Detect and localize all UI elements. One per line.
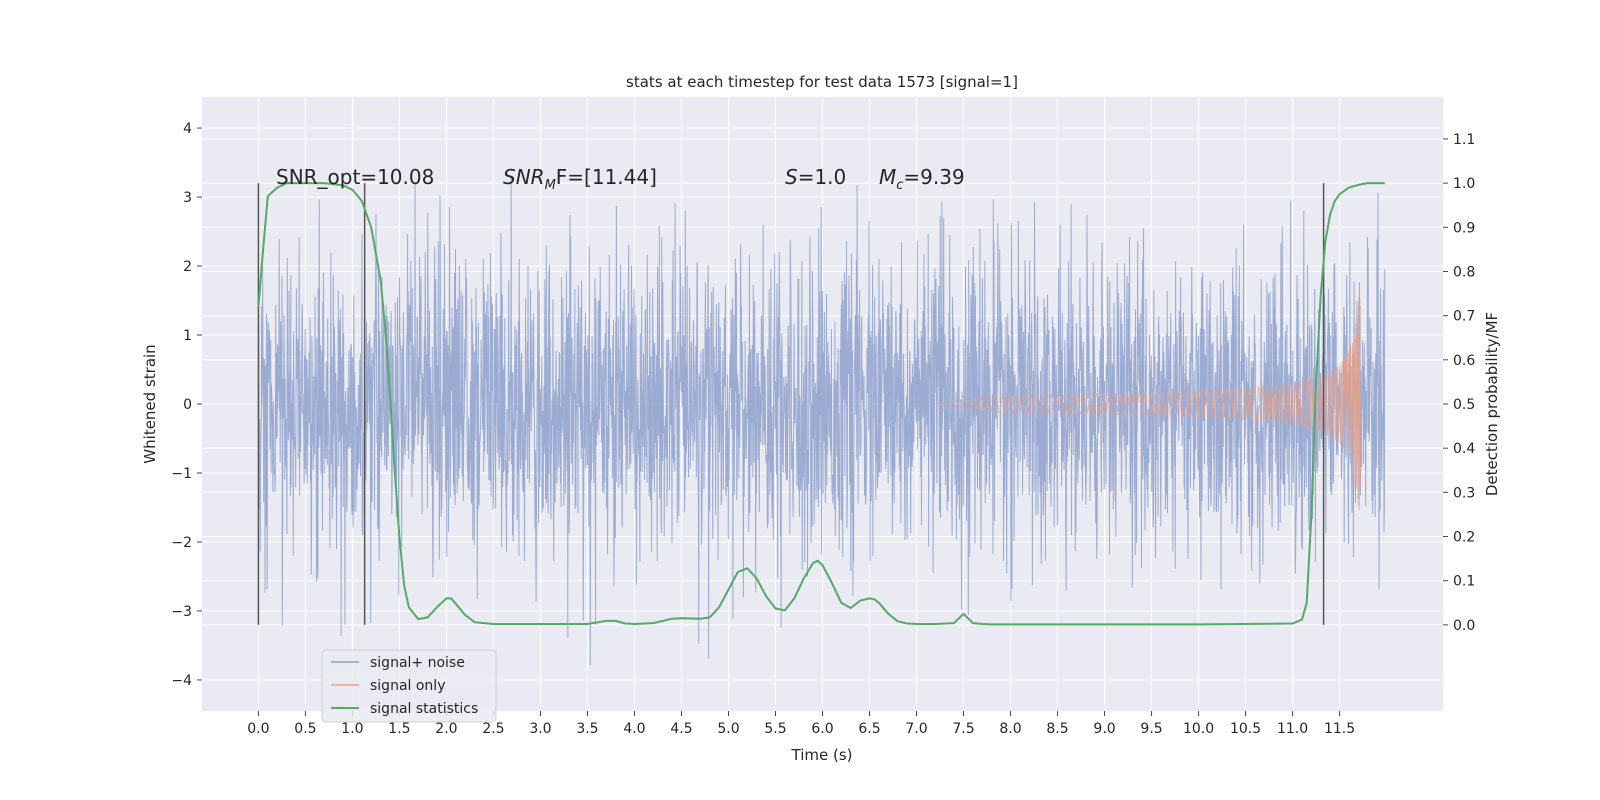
x-tick-label: 0.5 [294,721,316,737]
y-tick-label: 2 [183,259,192,275]
y2-tick-label: 0.2 [1453,530,1475,546]
y-tick-label: 4 [183,121,192,137]
snr-mf-rest: F=[11.44] [556,165,657,189]
legend-label-signal-statistics: signal statistics [370,701,478,717]
x-tick-label: 9.0 [1093,721,1115,737]
legend-label-signal-plus-noise: signal+ noise [370,655,465,671]
signal-statistics-series [257,182,1385,626]
x-tick-label: 5.5 [764,721,786,737]
snr-mf-annotation: SNRMF=[11.44] [503,165,657,193]
chart-title: stats at each timestep for test data 157… [626,73,1018,91]
s-val: =1.0 [798,165,847,189]
y2-tick-label: 0.0 [1453,618,1475,634]
snr-mf-prefix: SNR [503,165,545,189]
signal-plus-noise-line [257,176,1386,666]
s-annotation: S=1.0 [785,165,846,189]
x-tick-label: 1.0 [341,721,363,737]
x-tick-label: 4.5 [670,721,692,737]
y2-tick-label: 0.1 [1453,574,1475,590]
x-tick-label: 0.0 [247,721,269,737]
y2-tick-label: 0.3 [1453,485,1475,501]
x-tick-label: 8.0 [999,721,1021,737]
axis-ticks: 0.0 0.5 1.0 1.5 2.0 2.5 3.0 3.5 4.0 4.5 5.0 5.5 6.0 6… [171,121,1475,737]
x-tick-label: 1.5 [388,721,410,737]
y2-tick-label: 0.6 [1453,353,1475,369]
y2-tick-label: 0.4 [1453,441,1475,457]
y2-tick-label: 0.9 [1453,220,1475,236]
y-tick-label: −2 [171,535,192,551]
x-tick-label: 7.0 [905,721,927,737]
mc-val: =9.39 [903,165,964,189]
x-tick-label: 9.5 [1140,721,1162,737]
x-tick-label: 3.0 [529,721,551,737]
x-tick-label: 2.5 [482,721,504,737]
y-tick-label: −4 [171,673,192,689]
x-tick-label: 5.0 [717,721,739,737]
x-tick-label: 4.0 [623,721,645,737]
mc-annotation: Mc=9.39 [879,165,965,193]
x-tick-label: 2.0 [435,721,457,737]
x-tick-label: 6.5 [858,721,880,737]
x-tick-label: 10.0 [1183,721,1214,737]
x-tick-label: 7.5 [952,721,974,737]
y2-tick-label: 1.0 [1453,176,1475,192]
snr-mf-sub: M [545,178,556,193]
legend: signal+ noise signal only signal statist… [321,649,497,723]
y-tick-label: 3 [183,190,192,206]
x-tick-label: 6.0 [811,721,833,737]
x-tick-label: 11.0 [1277,721,1308,737]
signal-only-line [935,297,1361,511]
y-axis-label: Whitened strain [141,344,159,463]
x-tick-label: 10.5 [1230,721,1261,737]
x-axis-label: Time (s) [791,746,853,764]
signal-statistics-line [257,182,1385,626]
mc-sub: c [896,178,903,193]
legend-label-signal-only: signal only [370,678,445,694]
signal-only-series [935,297,1361,511]
y2-tick-label: 0.8 [1453,264,1475,280]
y-tick-label: −1 [171,466,192,482]
x-tick-label: 3.5 [576,721,598,737]
mc-var: M [879,165,896,189]
s-var: S [785,165,798,189]
grid-lines [202,97,1443,711]
y-tick-label: −3 [171,604,192,620]
snr-opt-annotation: SNR_opt=10.08 [276,165,434,189]
signal-plus-noise-series [257,176,1386,666]
y-tick-label: 1 [183,328,192,344]
legend-box [321,649,497,723]
y2-tick-label: 0.5 [1453,397,1475,413]
y2-tick-label: 0.7 [1453,309,1475,325]
x-tick-label: 11.5 [1324,721,1355,737]
y2-axis-label: Detection probability/MF [1483,312,1501,496]
x-tick-label: 8.5 [1046,721,1068,737]
y-tick-label: 0 [183,397,192,413]
y2-tick-label: 1.1 [1453,132,1475,148]
